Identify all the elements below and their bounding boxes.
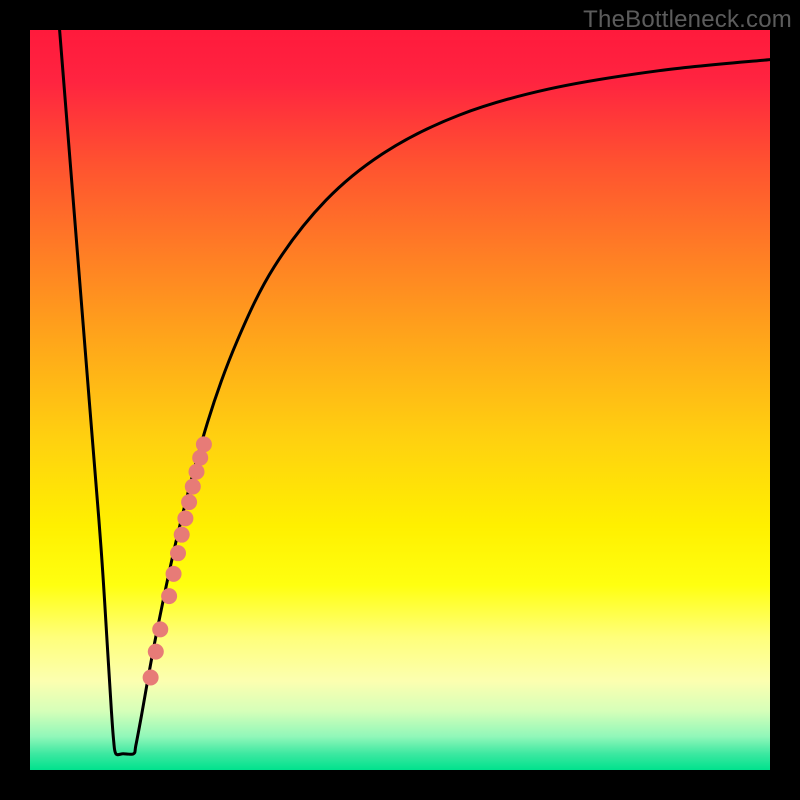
marker-point bbox=[174, 527, 190, 543]
marker-point bbox=[185, 479, 201, 495]
marker-point bbox=[181, 494, 197, 510]
marker-point bbox=[189, 464, 205, 480]
watermark-text: TheBottleneck.com bbox=[583, 6, 792, 34]
marker-point bbox=[170, 545, 186, 561]
marker-point bbox=[148, 644, 164, 660]
marker-point bbox=[196, 436, 212, 452]
plot-area bbox=[30, 30, 770, 770]
marker-point bbox=[143, 670, 159, 686]
marker-point bbox=[166, 566, 182, 582]
chart-root: TheBottleneck.com bbox=[0, 0, 800, 800]
marker-point bbox=[161, 588, 177, 604]
marker-point bbox=[177, 510, 193, 526]
marker-point bbox=[152, 621, 168, 637]
gradient-background bbox=[30, 30, 770, 770]
chart-svg bbox=[30, 30, 770, 770]
